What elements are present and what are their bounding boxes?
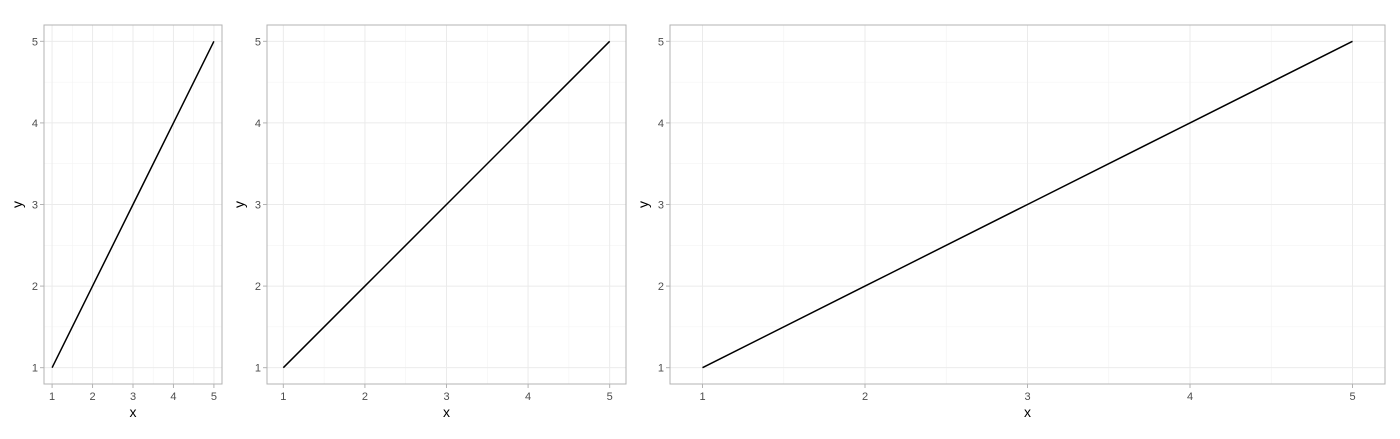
y-tick-label: 1 (255, 363, 261, 375)
y-tick-label: 1 (32, 363, 38, 375)
chart-panel-2: 1 2 3 4 5 1 2 3 4 5 x y (231, 24, 627, 420)
x-tick-label: 3 (130, 391, 136, 403)
y-tick-label: 3 (32, 200, 38, 212)
x-tick-label: 1 (280, 391, 286, 403)
x-tick-label: 1 (699, 391, 705, 403)
y-tick-label: 2 (658, 281, 664, 293)
y-tick-label: 5 (255, 36, 261, 48)
x-tick-label: 4 (525, 391, 531, 403)
y-axis-title: y (231, 201, 247, 208)
y-axis-title: y (9, 201, 25, 208)
x-tick-label: 5 (607, 391, 613, 403)
x-tick-label: 2 (362, 391, 368, 403)
y-tick-label: 4 (658, 118, 664, 130)
y-axis-title: y (635, 201, 651, 208)
x-tick-label: 4 (1187, 391, 1193, 403)
y-tick-label: 4 (32, 118, 38, 130)
y-tick-label: 2 (32, 281, 38, 293)
y-tick-label: 3 (255, 200, 261, 212)
y-tick-label: 3 (658, 200, 664, 212)
series-line-1 (282, 40, 611, 369)
y-tick-label: 2 (255, 281, 261, 293)
chart-panel-1: 1 2 3 4 5 1 2 3 4 5 x y (9, 24, 223, 420)
chart-panel-3: 1 2 3 4 5 1 2 3 4 5 x y (635, 24, 1386, 420)
x-tick-label: 5 (1349, 391, 1355, 403)
series-line-1 (702, 40, 1353, 369)
series-line-1 (51, 40, 215, 369)
x-axis-title: x (443, 404, 450, 420)
x-tick-label: 2 (89, 391, 95, 403)
x-axis-title: x (1024, 404, 1031, 420)
x-tick-label: 2 (862, 391, 868, 403)
x-tick-label: 1 (49, 391, 55, 403)
y-tick-label: 4 (255, 118, 261, 130)
x-tick-label: 3 (443, 391, 449, 403)
x-tick-label: 4 (170, 391, 176, 403)
x-tick-label: 3 (1024, 391, 1030, 403)
x-axis-title: x (130, 404, 137, 420)
x-tick-label: 5 (211, 391, 217, 403)
y-tick-label: 5 (658, 36, 664, 48)
y-tick-label: 5 (32, 36, 38, 48)
y-tick-label: 1 (658, 363, 664, 375)
